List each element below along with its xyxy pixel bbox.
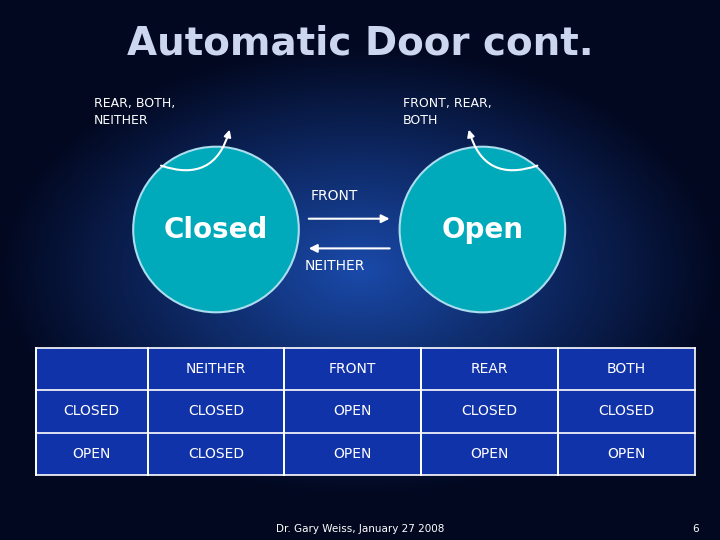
Ellipse shape	[133, 147, 299, 312]
Text: Automatic Door cont.: Automatic Door cont.	[127, 24, 593, 62]
Text: Closed: Closed	[164, 215, 268, 244]
Text: CLOSED: CLOSED	[188, 447, 244, 461]
Text: 6: 6	[692, 523, 698, 534]
Text: OPEN: OPEN	[470, 447, 509, 461]
Text: OPEN: OPEN	[333, 404, 372, 418]
Text: CLOSED: CLOSED	[462, 404, 518, 418]
Ellipse shape	[400, 147, 565, 312]
Text: CLOSED: CLOSED	[598, 404, 654, 418]
FancyArrowPatch shape	[468, 132, 537, 170]
Text: FRONT, REAR,
BOTH: FRONT, REAR, BOTH	[403, 97, 492, 127]
FancyArrowPatch shape	[309, 215, 387, 222]
Text: CLOSED: CLOSED	[188, 404, 244, 418]
Text: Dr. Gary Weiss, January 27 2008: Dr. Gary Weiss, January 27 2008	[276, 523, 444, 534]
Text: REAR: REAR	[471, 362, 508, 376]
Text: OPEN: OPEN	[333, 447, 372, 461]
Text: CLOSED: CLOSED	[64, 404, 120, 418]
FancyArrowPatch shape	[161, 132, 230, 170]
FancyArrowPatch shape	[311, 245, 390, 252]
Text: OPEN: OPEN	[73, 447, 111, 461]
Text: FRONT: FRONT	[311, 188, 359, 202]
Text: BOTH: BOTH	[607, 362, 646, 376]
Bar	[36, 348, 695, 475]
Text: FRONT: FRONT	[329, 362, 377, 376]
Text: Open: Open	[441, 215, 523, 244]
Text: NEITHER: NEITHER	[186, 362, 246, 376]
Text: OPEN: OPEN	[607, 447, 646, 461]
Text: REAR, BOTH,
NEITHER: REAR, BOTH, NEITHER	[94, 97, 175, 127]
Text: NEITHER: NEITHER	[305, 259, 365, 273]
